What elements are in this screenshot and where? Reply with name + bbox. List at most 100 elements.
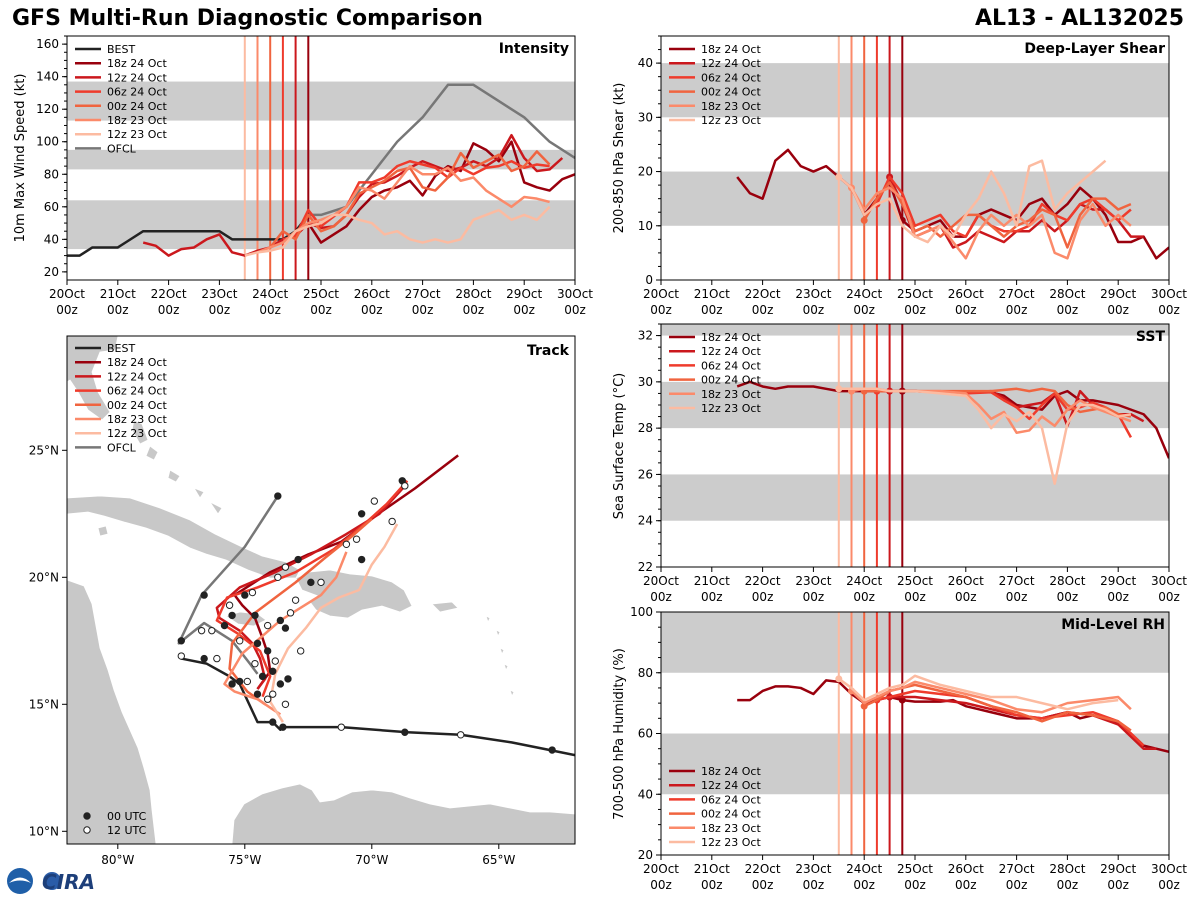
sst-legend-label: 06z 24 Oct	[701, 359, 761, 372]
track-marker-12utc	[248, 588, 257, 597]
rh-series-12z-23-Oct	[838, 674, 1119, 711]
track-ytick-label: 15°N	[29, 697, 59, 711]
shear-xtick-label: 00z	[1057, 303, 1079, 317]
shear-xtick-label: 25Oct	[897, 287, 933, 301]
sst-xtick-label: 20Oct	[643, 574, 679, 588]
shear-legend-label: 12z 24 Oct	[701, 57, 761, 70]
intensity-ytick-label: 160	[36, 37, 59, 51]
track-ytick-label: 10°N	[29, 824, 59, 838]
rh-xtick-label: 00z	[650, 878, 672, 892]
south-america-land	[231, 783, 575, 844]
intensity-ytick-label: 20	[44, 265, 59, 279]
intensity-legend-label: 06z 24 Oct	[107, 86, 167, 99]
shear-init-marker	[835, 173, 843, 181]
rh-legend-label: 00z 24 Oct	[701, 808, 761, 821]
rh-ytick-label: 60	[638, 727, 653, 741]
rh-xtick-label: 30Oct	[1151, 862, 1187, 876]
intensity-ytick-label: 40	[44, 232, 59, 246]
track-marker-legend-label: 12 UTC	[107, 824, 147, 837]
sst-xtick-label: 00z	[853, 590, 875, 604]
sst-legend-label: 12z 23 Oct	[701, 402, 761, 415]
intensity-band	[67, 149, 575, 170]
rh-xtick-label: 21Oct	[694, 862, 730, 876]
rh-xtick-label: 27Oct	[999, 862, 1035, 876]
rh-ytick-label: 100	[630, 605, 653, 619]
track-series-BEST	[177, 655, 575, 757]
rh-xtick-label: 20Oct	[643, 862, 679, 876]
rh-xtick-label: 28Oct	[1049, 862, 1085, 876]
intensity-series-18z-23-Oct	[257, 164, 550, 254]
intensity-ytick-label: 140	[36, 70, 59, 84]
isle-land	[97, 525, 109, 537]
sst-xtick-label: 00z	[650, 590, 672, 604]
page-title: GFS Multi-Run Diagnostic Comparison	[12, 6, 483, 31]
rh-band	[661, 733, 1169, 795]
rh-xtick-label: 00z	[853, 878, 875, 892]
rh-xtick-label: 00z	[1107, 878, 1129, 892]
track-xtick-label: 80°W	[101, 853, 134, 867]
shear-xtick-label: 00z	[803, 303, 825, 317]
shear-legend-label: 00z 24 Oct	[701, 86, 761, 99]
intensity-ytick-label: 120	[36, 102, 59, 116]
intensity-plot	[67, 36, 575, 280]
track-legend-label: 06z 24 Oct	[107, 385, 167, 398]
sst-band	[661, 324, 1169, 336]
sst-xtick-label: 00z	[803, 590, 825, 604]
rh-xtick-label: 26Oct	[948, 862, 984, 876]
track-marker-12utc	[263, 621, 272, 630]
track-marker-00utc	[269, 667, 277, 675]
intensity-band	[67, 81, 575, 121]
sst-legend-label: 18z 24 Oct	[701, 331, 761, 344]
rh-xtick-label: 00z	[803, 878, 825, 892]
shear-xtick-label: 00z	[650, 303, 672, 317]
shear-xtick-label: 00z	[752, 303, 774, 317]
rh-panel-title: Mid-Level RH	[1061, 617, 1165, 633]
rh-xtick-label: 00z	[904, 878, 926, 892]
shear-legend-label: 12z 23 Oct	[701, 114, 761, 127]
sst-ytick-label: 28	[638, 421, 653, 435]
track-marker-12utc	[388, 517, 396, 526]
intensity-xtick-label: 00z	[209, 303, 231, 317]
sst-ytick-label: 26	[638, 467, 653, 481]
intensity-legend-label: 00z 24 Oct	[107, 100, 167, 113]
sst-legend-label: 18z 23 Oct	[701, 388, 761, 401]
track-best-marker-00utc	[279, 723, 287, 731]
rh-ytick-label: 20	[638, 848, 653, 862]
track-marker-12utc	[296, 647, 305, 655]
track-best-marker-12utc	[177, 652, 186, 660]
shear-ytick-label: 40	[638, 56, 653, 70]
sst-xtick-label: 27Oct	[999, 574, 1035, 588]
track-legend-label: BEST	[107, 342, 135, 355]
intensity-xtick-label: 20Oct	[49, 287, 85, 301]
track-ofcl-marker	[200, 591, 208, 599]
intensity-xtick-label: 00z	[259, 303, 281, 317]
track-marker-00utc	[357, 555, 366, 564]
intensity-legend-label: OFCL	[107, 142, 137, 155]
hispaniola-land	[295, 569, 413, 619]
sst-series-12z-23-Oct	[838, 387, 1132, 485]
noaa-logo-icon	[7, 868, 33, 894]
track-best-marker-12utc	[243, 677, 252, 686]
track-marker-12utc	[281, 700, 290, 708]
intensity-legend-label: 18z 23 Oct	[107, 114, 167, 127]
track-marker-00utc	[220, 621, 229, 630]
track-marker-12utc	[281, 563, 290, 571]
rh-ytick-label: 40	[638, 787, 653, 801]
shear-xtick-label: 21Oct	[694, 287, 730, 301]
track-marker-00utc	[294, 555, 302, 564]
shear-ytick-label: 20	[638, 165, 653, 179]
sst-xtick-label: 00z	[701, 590, 723, 604]
intensity-xtick-label: 25Oct	[303, 287, 339, 301]
noaa-bird-icon	[9, 877, 31, 883]
intensity-xtick-label: 26Oct	[354, 287, 390, 301]
sst-ylabel: Sea Surface Temp (°C)	[612, 373, 627, 520]
rh-xtick-label: 23Oct	[795, 862, 831, 876]
track-marker-00utc	[357, 510, 366, 518]
rh-ylabel: 700-500 hPa Humidity (%)	[612, 648, 627, 820]
sst-legend-label: 00z 24 Oct	[701, 374, 761, 387]
intensity-ylabel: 10m Max Wind Speed (kt)	[13, 74, 28, 243]
track-marker-12utc	[317, 578, 325, 587]
shear-ytick-label: 0	[645, 273, 653, 287]
florida-land	[67, 336, 119, 421]
intensity-xtick-label: 00z	[412, 303, 434, 317]
